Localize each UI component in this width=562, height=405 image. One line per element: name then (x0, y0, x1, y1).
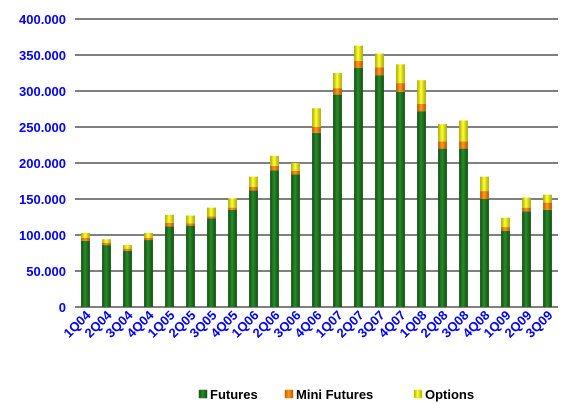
legend-swatch-options (413, 389, 423, 399)
y-tick-label: 50.000 (26, 264, 66, 279)
bar-options-1q06 (249, 176, 258, 187)
bar-mini-futures-4q08 (480, 191, 489, 199)
bar-mini-futures-2q04 (102, 242, 111, 246)
bar-options-3q04 (123, 245, 132, 249)
bar-mini-futures-1q04 (81, 237, 90, 241)
bar-futures-4q04 (144, 240, 153, 307)
y-tick-label: 400.000 (19, 12, 66, 27)
bar-mini-futures-3q05 (207, 216, 216, 219)
bar-futures-1q09 (501, 230, 510, 307)
bar-futures-3q08 (459, 148, 468, 307)
bar-options-1q07 (333, 73, 342, 89)
x-axis-ticks: 1Q042Q043Q044Q041Q052Q053Q054Q051Q062Q06… (61, 307, 556, 341)
bar-mini-futures-4q04 (144, 237, 153, 241)
bar-options-2q09 (522, 197, 531, 208)
bar-futures-2q09 (522, 211, 531, 307)
bar-futures-3q06 (291, 174, 300, 307)
bar-options-3q07 (375, 53, 384, 68)
bar-futures-2q07 (354, 67, 363, 308)
bar-futures-2q08 (438, 148, 447, 307)
legend-swatch-mini-futures (284, 389, 294, 399)
bar-futures-4q07 (396, 91, 405, 307)
legend-swatch-futures (198, 389, 208, 399)
bar-mini-futures-1q05 (165, 222, 174, 227)
bar-mini-futures-3q04 (123, 248, 132, 251)
bar-options-2q07 (354, 45, 363, 61)
bar-mini-futures-4q05 (228, 207, 237, 210)
bar-mini-futures-2q07 (354, 60, 363, 68)
bar-options-4q06 (312, 108, 321, 127)
y-axis-ticks: 0 50.000 100.000 150.000 200.000 250.000 300.0… (19, 12, 66, 315)
bar-mini-futures-2q06 (270, 165, 279, 171)
bar-futures-3q09 (543, 209, 552, 307)
y-tick-label: 150.000 (19, 192, 66, 207)
bar-futures-2q04 (102, 245, 111, 307)
bar-options-1q09 (501, 217, 510, 228)
bar-options-2q06 (270, 155, 279, 166)
bar-options-4q05 (228, 198, 237, 208)
bar-mini-futures-4q06 (312, 127, 321, 133)
bar-futures-1q08 (417, 111, 426, 307)
bar-mini-futures-1q06 (249, 186, 258, 191)
bar-options-4q07 (396, 64, 405, 84)
bar-options-2q05 (186, 215, 195, 224)
bar-mini-futures-3q08 (459, 141, 468, 149)
y-tick-label: 100.000 (19, 228, 66, 243)
legend-label-options: Options (425, 387, 474, 402)
y-tick-label: 200.000 (19, 156, 66, 171)
bar-futures-4q06 (312, 132, 321, 307)
bar-options-1q08 (417, 80, 426, 104)
bar-mini-futures-3q09 (543, 202, 552, 210)
bar-futures-2q06 (270, 170, 279, 307)
legend-label-mini-futures: Mini Futures (296, 387, 373, 402)
bar-futures-1q07 (333, 94, 342, 307)
bars (81, 45, 552, 308)
bar-futures-3q04 (123, 250, 132, 307)
bar-options-4q04 (144, 232, 153, 238)
bar-options-1q04 (81, 232, 90, 238)
y-tick-label: 300.000 (19, 84, 66, 99)
bar-options-4q08 (480, 176, 489, 192)
bar-futures-4q05 (228, 209, 237, 307)
bar-mini-futures-2q05 (186, 223, 195, 226)
bar-options-2q04 (102, 239, 111, 243)
bar-options-2q08 (438, 124, 447, 142)
bar-options-3q05 (207, 207, 216, 217)
bar-futures-3q05 (207, 218, 216, 307)
bar-mini-futures-1q07 (333, 88, 342, 95)
bar-futures-1q06 (249, 190, 258, 307)
bar-mini-futures-4q07 (396, 83, 405, 92)
bar-futures-3q07 (375, 75, 384, 307)
bar-mini-futures-3q06 (291, 170, 300, 175)
bar-mini-futures-2q08 (438, 141, 447, 149)
bar-mini-futures-1q09 (501, 227, 510, 231)
bar-options-1q05 (165, 214, 174, 223)
bar-mini-futures-3q07 (375, 67, 384, 76)
bar-options-3q08 (459, 120, 468, 142)
bar-options-3q06 (291, 163, 300, 171)
legend: Futures Mini Futures Options (198, 387, 474, 402)
bar-mini-futures-2q09 (522, 207, 531, 212)
y-tick-label: 250.000 (19, 120, 66, 135)
y-tick-label: 350.000 (19, 48, 66, 63)
bar-futures-1q04 (81, 240, 90, 307)
bar-mini-futures-1q08 (417, 103, 426, 112)
bar-options-3q09 (543, 194, 552, 203)
legend-label-futures: Futures (210, 387, 258, 402)
bar-futures-4q08 (480, 199, 489, 307)
y-tick-label: 0 (59, 300, 66, 315)
bar-futures-2q05 (186, 225, 195, 307)
bar-futures-1q05 (165, 226, 174, 307)
